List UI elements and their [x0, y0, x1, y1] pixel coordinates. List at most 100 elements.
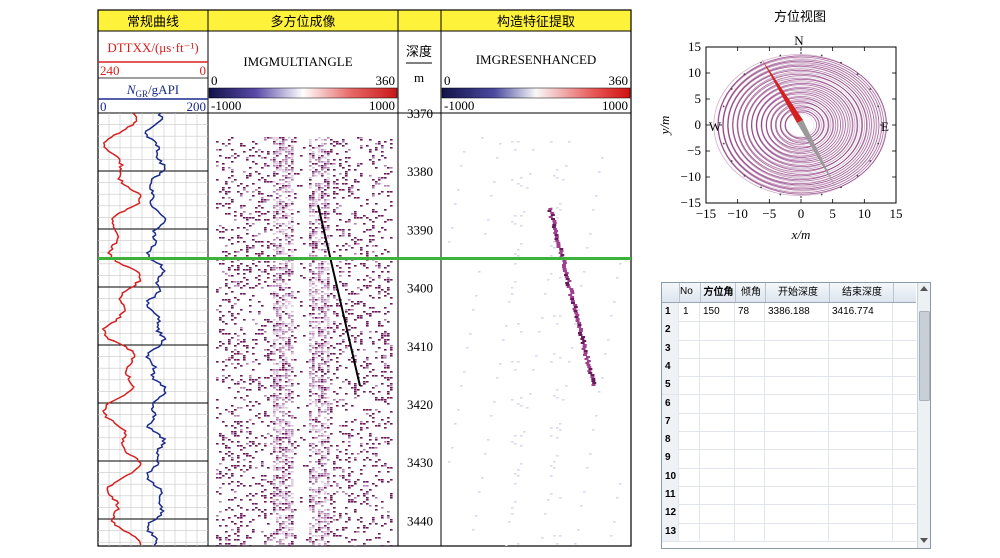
row-index[interactable]: 6	[662, 394, 679, 413]
table-row[interactable]: 10	[662, 467, 916, 487]
cell-azimuth[interactable]	[700, 357, 735, 377]
cell-azimuth[interactable]	[700, 522, 735, 541]
cell-no[interactable]	[680, 412, 700, 432]
cell-end-depth[interactable]	[829, 412, 893, 432]
cell-dip[interactable]	[735, 376, 765, 395]
cell-azimuth[interactable]	[700, 467, 735, 486]
table-row[interactable]: 3	[662, 339, 916, 359]
cell-dip[interactable]	[735, 431, 765, 450]
cell-start-depth[interactable]	[765, 504, 829, 523]
cell-end-depth[interactable]	[829, 321, 893, 340]
cell-no[interactable]: 1	[680, 303, 700, 322]
cell-end-depth[interactable]	[829, 339, 893, 358]
scroll-up-icon[interactable]	[920, 286, 928, 291]
cell-start-depth[interactable]	[765, 376, 829, 395]
vertical-scrollbar[interactable]	[917, 283, 930, 548]
cell-no[interactable]	[680, 522, 700, 541]
cell-end-depth[interactable]	[829, 376, 893, 395]
cell-start-depth[interactable]	[765, 357, 829, 377]
row-index[interactable]: 5	[662, 376, 679, 395]
cell-start-depth[interactable]	[765, 394, 829, 413]
cell-start-depth[interactable]	[765, 467, 829, 486]
cell-end-depth[interactable]	[829, 486, 893, 505]
cell-azimuth[interactable]	[700, 431, 735, 450]
cell-dip[interactable]	[735, 321, 765, 340]
column-header-start-depth[interactable]: 开始深度	[765, 283, 830, 302]
cell-start-depth[interactable]: 3386.188	[765, 303, 829, 322]
column-header-no[interactable]: No	[680, 286, 693, 297]
cell-azimuth[interactable]	[700, 486, 735, 505]
cell-end-depth[interactable]	[829, 394, 893, 413]
cell-start-depth[interactable]	[765, 431, 829, 450]
table-row[interactable]: 6	[662, 394, 916, 414]
cell-no[interactable]	[680, 321, 700, 340]
cell-start-depth[interactable]	[765, 339, 829, 358]
cell-no[interactable]	[680, 486, 700, 505]
cell-dip[interactable]	[735, 504, 765, 523]
table-row[interactable]: 7	[662, 412, 916, 433]
table-row[interactable]: 1 1 150 78 3386.188 3416.774	[662, 303, 916, 323]
cell-dip[interactable]	[735, 339, 765, 358]
table-row[interactable]: 11	[662, 486, 916, 506]
cell-end-depth[interactable]	[829, 467, 893, 486]
cell-dip[interactable]	[735, 357, 765, 377]
cell-start-depth[interactable]	[765, 486, 829, 505]
scroll-down-icon[interactable]	[920, 538, 928, 543]
cell-end-depth[interactable]	[829, 449, 893, 468]
table-row[interactable]: 9	[662, 449, 916, 469]
table-row[interactable]: 2	[662, 321, 916, 341]
cell-start-depth[interactable]	[765, 412, 829, 432]
column-header-dip[interactable]: 倾角	[735, 283, 766, 302]
column-header-azimuth[interactable]: 方位角	[700, 283, 736, 302]
column-header-end-depth[interactable]: 结束深度	[829, 283, 894, 302]
cell-no[interactable]	[680, 431, 700, 450]
cell-azimuth[interactable]	[700, 376, 735, 395]
cell-azimuth[interactable]	[700, 321, 735, 340]
scrollbar-thumb[interactable]	[919, 311, 930, 401]
cell-no[interactable]	[680, 504, 700, 523]
cell-no[interactable]	[680, 339, 700, 358]
row-index[interactable]: 8	[662, 431, 679, 450]
cell-azimuth[interactable]: 150	[700, 303, 735, 322]
cell-no[interactable]	[680, 467, 700, 486]
table-row[interactable]: 12	[662, 504, 916, 524]
row-index[interactable]: 7	[662, 412, 679, 432]
cell-azimuth[interactable]	[700, 394, 735, 413]
cell-dip[interactable]	[735, 449, 765, 468]
cell-azimuth[interactable]	[700, 449, 735, 468]
row-index[interactable]: 13	[662, 522, 679, 541]
cell-dip[interactable]	[735, 412, 765, 432]
cell-dip[interactable]	[735, 467, 765, 486]
table-row[interactable]: 4	[662, 357, 916, 378]
row-index[interactable]: 9	[662, 449, 679, 468]
cell-dip[interactable]: 78	[735, 303, 765, 322]
row-index[interactable]: 1	[662, 303, 679, 322]
cell-no[interactable]	[680, 357, 700, 377]
row-index[interactable]: 3	[662, 339, 679, 358]
cell-end-depth[interactable]	[829, 522, 893, 541]
cell-dip[interactable]	[735, 522, 765, 541]
cell-end-depth[interactable]	[829, 504, 893, 523]
table-row[interactable]: 5	[662, 376, 916, 396]
table-row[interactable]: 8	[662, 431, 916, 451]
cell-dip[interactable]	[735, 486, 765, 505]
cell-no[interactable]	[680, 394, 700, 413]
row-index[interactable]: 2	[662, 321, 679, 340]
row-index[interactable]: 4	[662, 357, 679, 377]
cell-no[interactable]	[680, 376, 700, 395]
row-index[interactable]: 12	[662, 504, 679, 523]
cell-start-depth[interactable]	[765, 522, 829, 541]
cell-azimuth[interactable]	[700, 412, 735, 432]
row-index[interactable]: 10	[662, 467, 679, 486]
cell-start-depth[interactable]	[765, 449, 829, 468]
fracture-table[interactable]: No 方位角 倾角 开始深度 结束深度 1 1 150 78 3386.188 3416.…	[661, 282, 931, 549]
table-row[interactable]: 13	[662, 522, 916, 542]
cell-end-depth[interactable]	[829, 357, 893, 377]
cell-no[interactable]	[680, 449, 700, 468]
cell-azimuth[interactable]	[700, 504, 735, 523]
cell-dip[interactable]	[735, 394, 765, 413]
cell-end-depth[interactable]: 3416.774	[829, 303, 893, 322]
cell-azimuth[interactable]	[700, 339, 735, 358]
cell-start-depth[interactable]	[765, 321, 829, 340]
cell-end-depth[interactable]	[829, 431, 893, 450]
